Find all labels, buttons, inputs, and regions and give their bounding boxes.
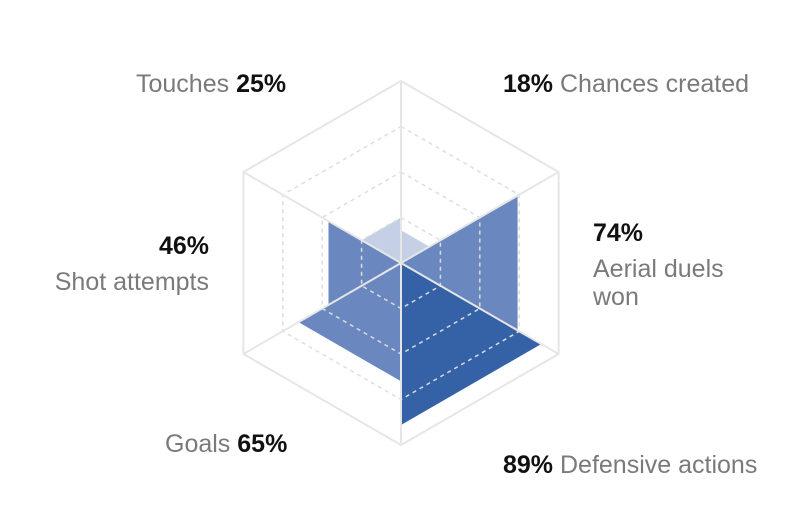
grid-spoke-5: [242, 171, 402, 264]
sector-aerial-duels-won: [401, 195, 518, 331]
axis-name-chances-created: Chances created: [560, 70, 750, 98]
axis-name-touches: Touches: [136, 70, 230, 98]
axis-value-touches: 25%: [236, 70, 287, 98]
label-aerial-duels-won: 74% Aerial duels won: [593, 219, 724, 311]
axis-value-goals: 65%: [237, 430, 288, 458]
axis-value-chances-created: 18%: [503, 70, 554, 98]
axis-name-aerial-duels-line1: Aerial duels: [593, 255, 724, 283]
axis-name-defensive-actions: Defensive actions: [560, 451, 758, 479]
radar-grid: [242, 80, 560, 446]
sector-touches: [361, 217, 401, 263]
axis-value-shot-attempts: 46%: [158, 232, 209, 260]
axis-name-shot-attempts: Shot attempts: [54, 268, 209, 296]
label-defensive-actions: 89% Defensive actions: [503, 451, 757, 479]
sector-shot-attempts: [328, 221, 401, 305]
sector-goals: [298, 263, 401, 382]
sector-defensive-actions: [401, 263, 542, 425]
axis-value-aerial-duels-won: 74%: [593, 219, 644, 247]
label-chances-created: 18% Chances created: [503, 70, 749, 98]
sector-chances-created: [401, 230, 430, 263]
radar-sectors: [298, 195, 542, 425]
axis-value-defensive-actions: 89%: [503, 451, 554, 479]
grid-spoke-4: [242, 262, 402, 355]
label-touches: Touches 25%: [136, 70, 286, 98]
label-shot-attempts: 46% Shot attempts: [34, 232, 209, 296]
grid-spoke-2: [400, 262, 560, 355]
axis-name-goals: Goals: [165, 430, 231, 458]
axis-name-aerial-duels-line2: won: [593, 283, 639, 311]
grid-spoke-1: [400, 171, 560, 264]
label-goals: Goals 65%: [165, 430, 287, 458]
